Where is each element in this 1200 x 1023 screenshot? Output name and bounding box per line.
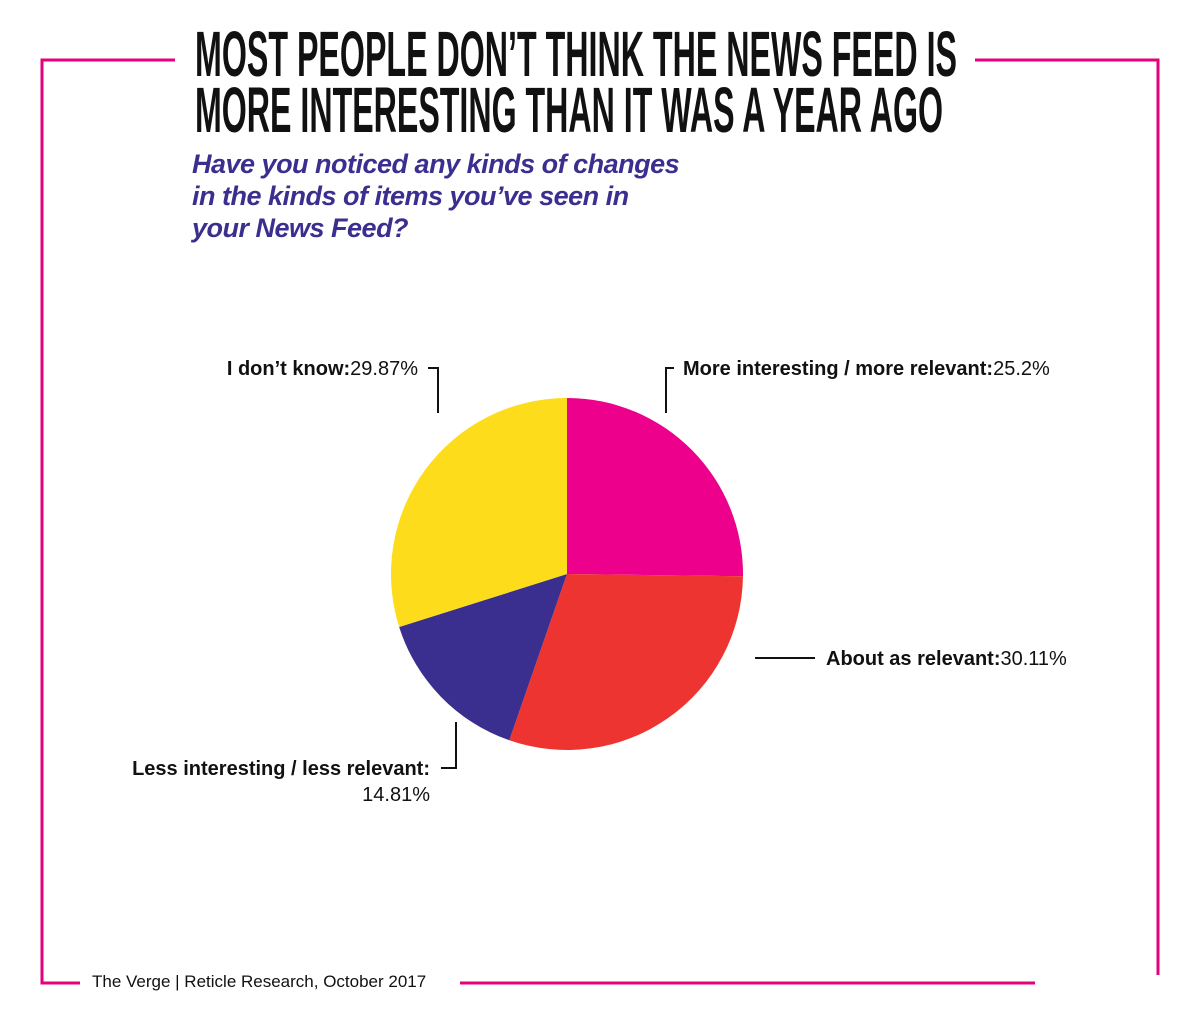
- slice-label: Less interesting / less relevant:: [132, 758, 430, 780]
- pie-slice: [509, 574, 743, 751]
- subtitle: Have you noticed any kinds of changes in…: [192, 149, 680, 243]
- frame: [40, 58, 1160, 985]
- chart-title: MORE INTERESTING THAN IT WAS A YEAR AGO: [195, 74, 943, 146]
- pie-slice: [391, 398, 567, 628]
- slice-label: 14.81%: [362, 784, 430, 806]
- value-label: 30.11%: [1000, 648, 1067, 670]
- source: The Verge | Reticle Research, October 20…: [92, 972, 426, 991]
- leader-line: [428, 367, 439, 413]
- leader-line: [441, 722, 457, 769]
- category-label: Less interesting / less relevant:: [132, 758, 430, 780]
- slice-label: About as relevant:30.11%: [826, 648, 1067, 670]
- value-label: 25.2%: [993, 358, 1050, 380]
- category-label: I don’t know:: [227, 358, 350, 380]
- chart-title: MOST PEOPLE DON’T THINK THE NEWS FEED IS: [195, 18, 957, 90]
- pie: [391, 398, 743, 751]
- category-label: About as relevant:: [826, 648, 1000, 670]
- value-label: 29.87%: [350, 358, 418, 380]
- leader-line: [665, 367, 674, 413]
- slice-label: More interesting / more relevant:25.2%: [683, 358, 1050, 380]
- pie-slice: [567, 398, 743, 577]
- category-label: More interesting / more relevant:: [683, 358, 993, 380]
- slice-label: I don’t know:29.87%: [227, 358, 418, 380]
- pie-slice: [399, 574, 567, 741]
- value-label: 14.81%: [362, 784, 430, 806]
